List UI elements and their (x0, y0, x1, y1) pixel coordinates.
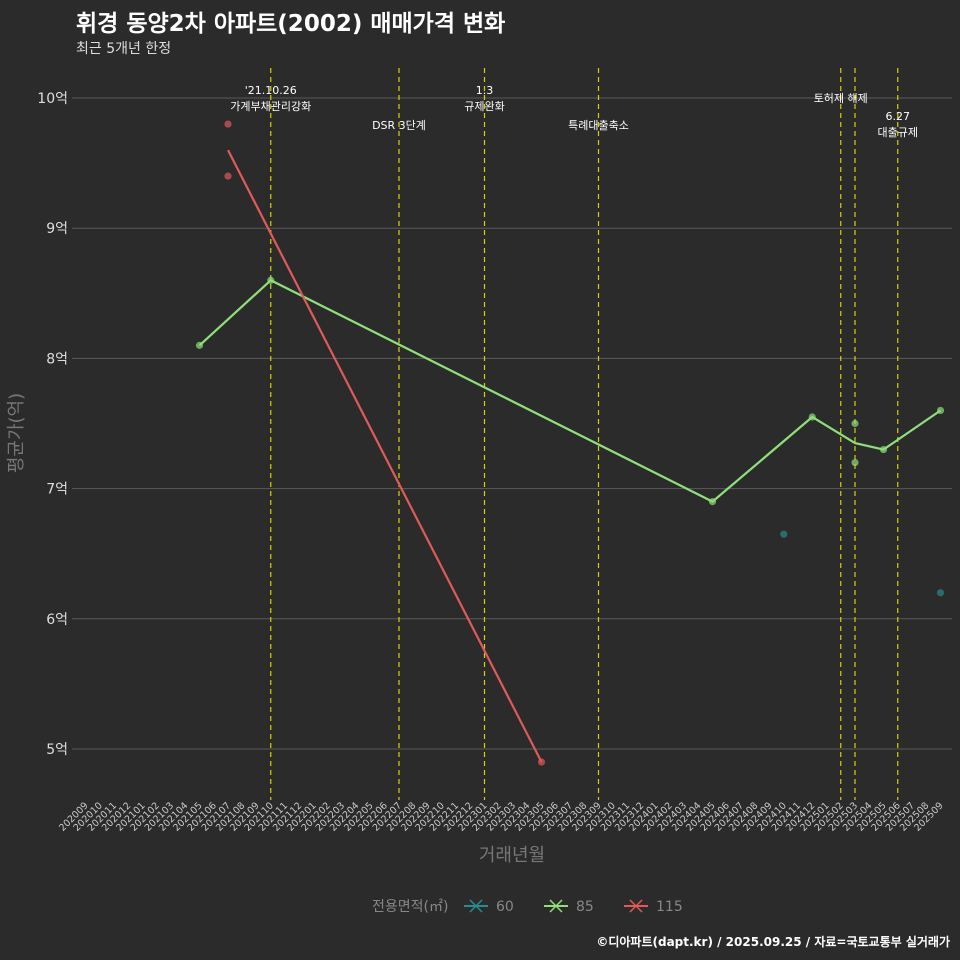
y-tick-label: 6억 (46, 612, 68, 628)
event-label: 가계부채관리강화 (230, 100, 311, 113)
data-point-85 (195, 341, 204, 349)
y-tick-label: 8억 (46, 351, 68, 367)
data-point-85 (267, 276, 275, 284)
legend-key-cross (629, 899, 643, 913)
source-caption: ©디아파트(dapt.kr) / 2025.09.25 / 자료=국토교통부 실… (596, 935, 950, 949)
data-point-85 (851, 419, 859, 428)
legend-label: 115 (656, 899, 683, 915)
data-point-115 (224, 172, 232, 180)
data-point-115 (224, 120, 232, 128)
x-axis-title: 거래년월 (479, 845, 545, 866)
y-tick-label: 7억 (46, 482, 68, 498)
x-axis-ticks: 2020092020102020112020122021012021022021… (57, 800, 945, 833)
event-label: 특례대출축소 (568, 119, 629, 132)
data-point-85 (808, 413, 816, 421)
event-label: 토허제 해제 (814, 91, 868, 105)
legend-key-cross (469, 899, 483, 913)
y-axis-ticks: 5억 6억 7억 8억 9억 10억 (37, 91, 68, 758)
event-label: DSR 3단계 (372, 119, 426, 132)
y-axis-title: 평균가(억) (6, 393, 27, 473)
legend-title: 전용면적(㎡) (372, 899, 448, 915)
legend-key-cross (549, 899, 563, 913)
grid-layer (72, 97, 952, 750)
data-point-60 (936, 589, 945, 597)
chart-subtitle: 최근 5개년 한정 (76, 41, 172, 57)
legend-label: 60 (496, 899, 514, 915)
y-tick-label: 5억 (46, 742, 68, 758)
legend-item-115: 115 (624, 899, 683, 915)
legend-label: 85 (576, 899, 594, 915)
event-label: 규제완화 (464, 100, 504, 113)
event-label: 대출규제 (878, 126, 918, 139)
chart-title: 휘경 동양2차 아파트(2002) 매매가격 변화 (76, 11, 506, 37)
data-point-115 (537, 758, 546, 766)
event-label: '21.10.26 (245, 84, 297, 97)
data-point-60 (780, 530, 788, 538)
legend-item-60: 60 (464, 899, 514, 915)
y-tick-label: 9억 (46, 221, 68, 237)
data-point-85 (936, 406, 945, 415)
data-point-85 (708, 498, 717, 506)
event-lines (270, 68, 899, 800)
data-point-85 (879, 445, 888, 454)
event-label: 6.27 (886, 110, 911, 123)
legend: 전용면적(㎡) 60 85 115 (372, 899, 683, 915)
event-label: 1.3 (476, 84, 494, 97)
series-layer (195, 120, 945, 766)
series-line-115 (227, 149, 543, 763)
data-point-85 (851, 458, 859, 467)
legend-item-85: 85 (544, 899, 594, 915)
y-tick-label: 10억 (37, 91, 68, 107)
